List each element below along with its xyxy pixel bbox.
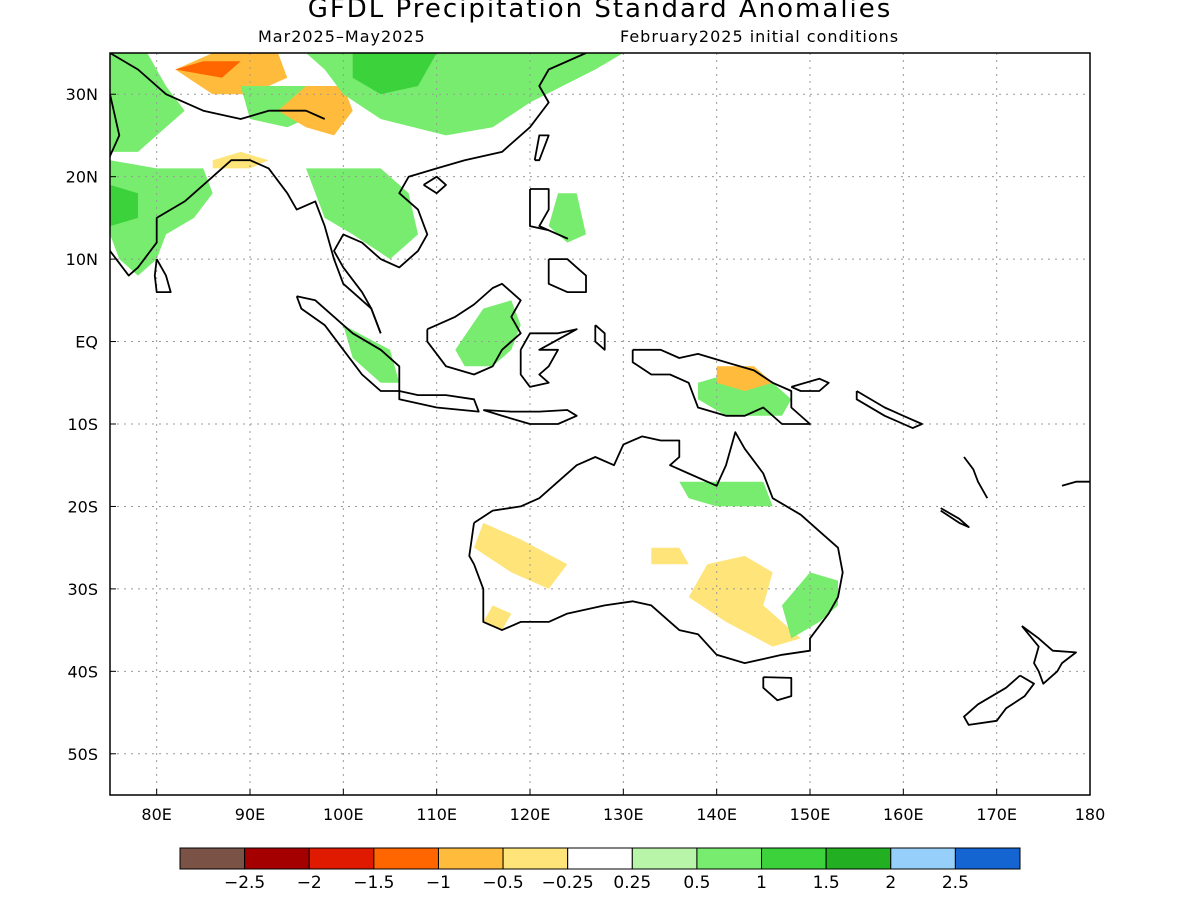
forecast-period: Mar2025–May2025 [258, 27, 426, 46]
anomaly-regions [110, 53, 838, 647]
latitude-labels: 30N 20N 10N EQ 10S 20S 30S 40S 50S [66, 85, 116, 764]
colorbar-label: −0.25 [542, 873, 594, 893]
colorbar-label: −2.5 [224, 873, 265, 893]
anomaly-region [679, 481, 773, 507]
coastline-indochina-coast [333, 53, 587, 334]
initial-conditions: February2025 initial conditions [620, 27, 900, 46]
latitude-tick-label: 30S [67, 580, 98, 599]
colorbar-swatch [631, 847, 698, 870]
colorbar-label: 0.5 [683, 873, 710, 893]
anomaly-region [698, 374, 792, 416]
anomaly-region [455, 300, 521, 367]
latitude-tick-label: 20S [67, 497, 98, 516]
anomaly-region [474, 522, 568, 589]
longitude-tick-label: 140E [696, 805, 737, 824]
coastline-new-caledonia [940, 507, 970, 528]
longitude-tick-label: 170E [976, 805, 1017, 824]
anomaly-region [110, 53, 185, 152]
coastline-hainan [423, 175, 447, 195]
longitude-labels: 80E 90E 100E 110E 120E 130E 140E 150E 160E 170E 18… [141, 789, 1105, 824]
colorbar-swatch [954, 847, 1021, 870]
longitude-tick-label: 100E [323, 805, 364, 824]
coastline-new-guinea [631, 348, 811, 425]
colorbar-swatch [244, 847, 310, 870]
colorbar-label: −0.5 [482, 873, 523, 893]
colorbar-label: 1.5 [813, 873, 840, 893]
longitude-tick-label: 80E [141, 805, 171, 824]
latitude-tick-label: 10N [66, 250, 98, 269]
anomaly-region [110, 160, 213, 276]
coastline-sulawesi [519, 328, 578, 388]
map-title: GFDL Precipitation Standard Anomalies [307, 0, 893, 24]
anomaly-region [175, 61, 241, 78]
colorbar-label: 1 [756, 873, 767, 893]
colorbar-label: −1.5 [353, 873, 394, 893]
coastline-borneo [426, 282, 522, 376]
anomaly-region [548, 193, 586, 243]
colorbar: −2.5 −2 −1.5 −1 −0.5 −0.25 0.25 0.5 1 1.5 2 2.5 [179, 847, 1021, 893]
latitude-tick-label: 30N [66, 85, 98, 104]
coastlines [110, 53, 1090, 726]
colorbar-swatch [825, 847, 892, 870]
coastline-lesser-sunda [483, 409, 578, 425]
coastline-vanuatu [963, 456, 989, 499]
coastline-sri-lanka [153, 258, 172, 294]
latitude-tick-label: 10S [67, 415, 98, 434]
anomaly-region [688, 555, 801, 647]
longitude-tick-label: 160E [883, 805, 924, 824]
coastline-philippines-luzon [529, 188, 569, 240]
colorbar-swatch [179, 847, 246, 870]
anomaly-region [343, 325, 400, 383]
longitude-tick-label: 110E [416, 805, 457, 824]
longitude-tick-label: 90E [235, 805, 265, 824]
latitude-tick-label: 40S [67, 662, 98, 681]
anomaly-region [651, 547, 689, 565]
coastline-new-britain [790, 377, 830, 392]
colorbar-swatch [308, 847, 375, 870]
colorbar-label: −2 [297, 873, 322, 893]
coastline-tasmania [762, 676, 793, 702]
latitude-tick-label: 50S [67, 745, 98, 764]
coastline-himalaya-border [110, 53, 326, 120]
colorbar-swatch [890, 847, 956, 870]
colorbar-label: 0.25 [613, 873, 651, 893]
coastline-nz-south [963, 674, 1035, 726]
anomaly-region [306, 168, 418, 260]
colorbar-swatch [696, 847, 763, 870]
latitude-tick-label: 20N [66, 168, 98, 187]
longitude-tick-label: 150E [790, 805, 831, 824]
colorbar-swatch [567, 847, 633, 870]
coastline-indian-subcontinent [110, 94, 382, 334]
coastline-philippines-south [547, 258, 587, 294]
coastline-java [398, 390, 480, 413]
coastline-fiji [1061, 480, 1090, 487]
longitude-tick-label: 180 [1075, 805, 1106, 824]
colorbar-swatch [373, 847, 439, 870]
anomaly-region [110, 184, 138, 227]
longitude-tick-label: 120E [510, 805, 551, 824]
colorbar-label: 2 [885, 873, 896, 893]
colorbar-swatch [502, 847, 569, 870]
coastline-australia [468, 431, 844, 664]
longitude-tick-label: 130E [603, 805, 644, 824]
coastline-taiwan [533, 134, 550, 162]
colorbar-label: −1 [426, 873, 451, 893]
anomaly-region [352, 53, 437, 95]
anomaly-region [278, 86, 353, 136]
coastline-solomons [855, 390, 923, 430]
latitude-tick-label: EQ [75, 333, 98, 352]
colorbar-swatch [761, 847, 827, 870]
anomaly-region [483, 605, 512, 631]
colorbar-swatch [437, 847, 504, 870]
colorbar-label: 2.5 [942, 873, 969, 893]
coastline-halmahera [594, 324, 606, 351]
coastline-nz-north [1021, 625, 1077, 685]
